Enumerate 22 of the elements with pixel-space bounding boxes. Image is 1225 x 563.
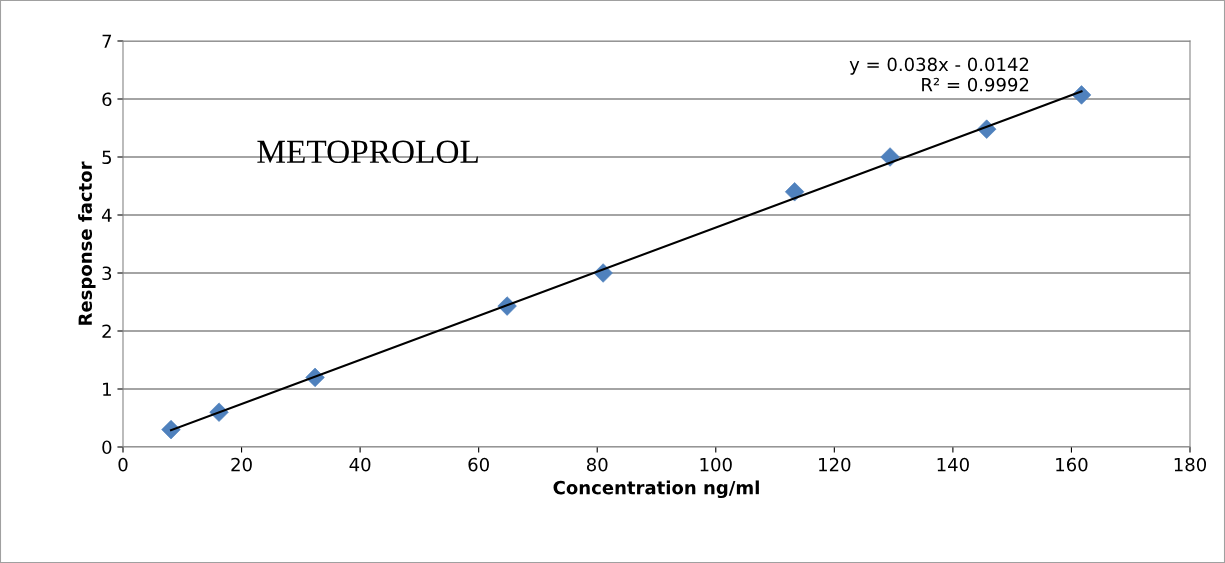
annotation: METOPROLOL [257,140,478,164]
y-tick-label: 4 [101,208,112,222]
y-tick-label: 0 [102,440,112,455]
y-tick-label: 3 [102,266,112,281]
x-tick-label: 0 [118,457,128,472]
x-tick-label: 160 [1056,457,1088,472]
y-tick-label: 6 [102,92,112,107]
y-tick-label: 2 [102,324,111,338]
y-tick-label: 5 [102,150,112,165]
x-tick-label: 60 [468,457,489,472]
y-axis-title: Response factor [78,161,96,325]
y-tick-label: 1 [103,382,111,396]
y-tick-label: 7 [102,34,112,48]
annotation: y = 0.038x - 0.0142 R² = 0.9992 [849,57,1029,92]
x-tick-label: 120 [819,457,851,472]
x-tick-label: 180 [1174,457,1207,472]
x-tick-label: 40 [349,457,371,472]
x-tick-label: 100 [700,457,732,472]
x-axis-title: Concentration ng/ml [553,480,759,499]
x-tick-label: 20 [231,457,252,472]
x-tick-label: 140 [937,457,969,472]
x-tick-label: 80 [586,457,608,472]
